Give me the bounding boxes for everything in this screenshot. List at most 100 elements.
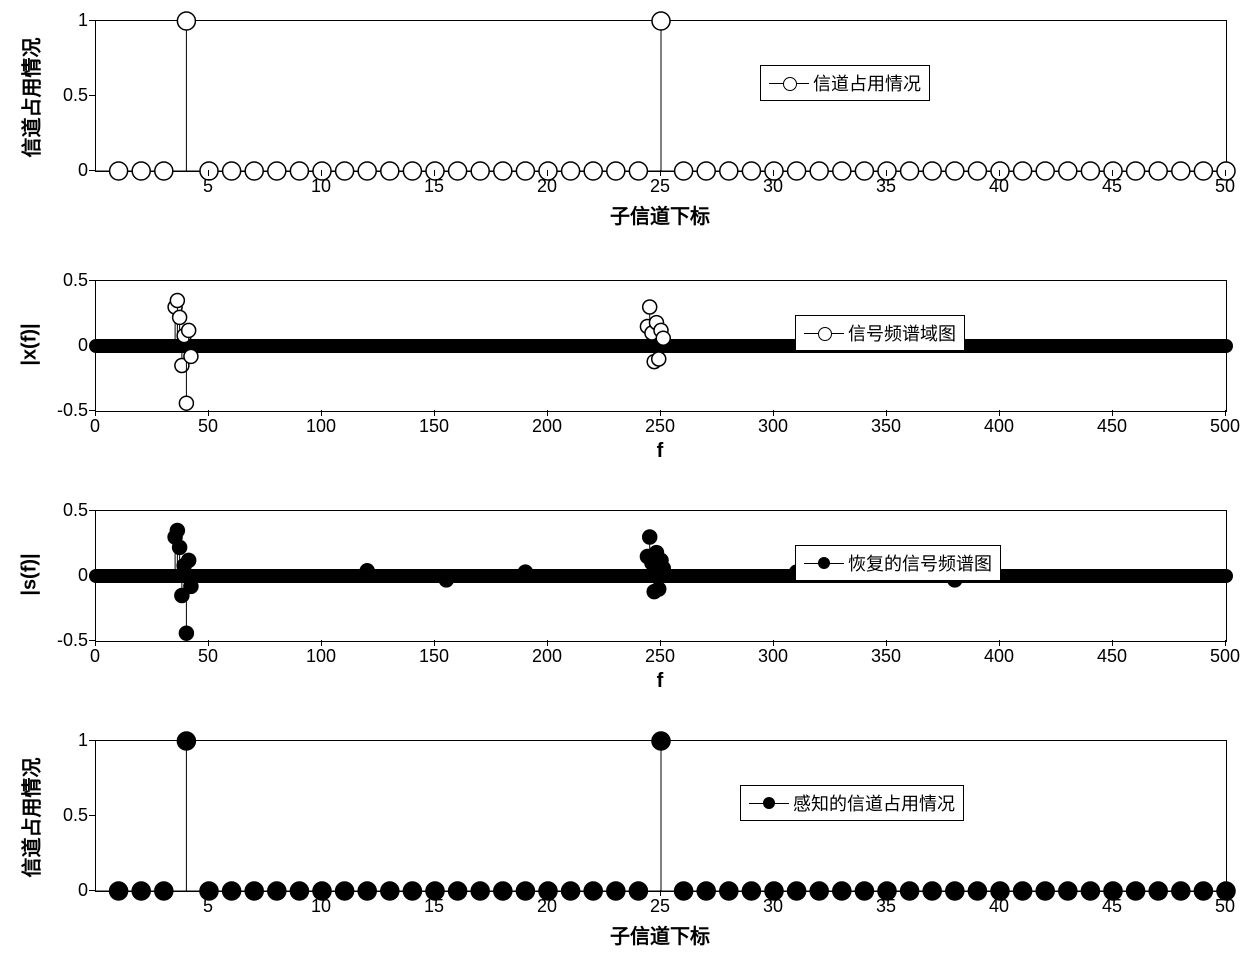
x-tick-label: 350 xyxy=(871,416,901,437)
x-axis-label: f xyxy=(600,440,720,463)
x-tick-label: 20 xyxy=(532,896,562,917)
x-tick-label: 500 xyxy=(1210,646,1240,667)
y-tick-label: 0 xyxy=(50,565,88,586)
x-axis-label: f xyxy=(600,670,720,693)
legend-line-sample xyxy=(804,563,844,564)
x-tick-label: 150 xyxy=(419,416,449,437)
x-tick-label: 40 xyxy=(984,176,1014,197)
x-tick-label: 400 xyxy=(984,416,1014,437)
legend-text: 感知的信道占用情况 xyxy=(793,790,955,816)
x-tick-label: 30 xyxy=(758,176,788,197)
x-tick-label: 100 xyxy=(306,646,336,667)
x-tick-label: 50 xyxy=(1210,176,1240,197)
legend-marker-icon xyxy=(783,77,797,91)
y-tick-label: 0.5 xyxy=(50,805,88,826)
y-tick-label: 0.5 xyxy=(50,85,88,106)
x-tick-label: 30 xyxy=(758,896,788,917)
y-tick xyxy=(89,20,95,21)
subplot-signal-spectrum: |x(f)|f050100150200250300350400450500-0.… xyxy=(0,280,1240,490)
y-tick xyxy=(89,890,95,891)
legend-line-sample xyxy=(769,83,809,84)
legend-line-sample xyxy=(749,803,789,804)
x-tick-label: 400 xyxy=(984,646,1014,667)
legend: 感知的信道占用情况 xyxy=(740,785,964,821)
plot-area xyxy=(95,20,1227,172)
plot-svg xyxy=(96,741,1226,891)
x-axis-label: 子信道下标 xyxy=(600,920,720,949)
legend-line-sample xyxy=(804,333,844,334)
y-tick xyxy=(89,640,95,641)
x-tick-label: 250 xyxy=(645,646,675,667)
x-tick-label: 350 xyxy=(871,646,901,667)
legend: 信号频谱域图 xyxy=(795,315,965,351)
y-tick-label: 0 xyxy=(50,880,88,901)
subplot-channel-occupancy: 信道占用情况子信道下标510152025303540455000.51信道占用情… xyxy=(0,20,1240,250)
y-tick-label: 0.5 xyxy=(50,500,88,521)
y-axis-label: |x(f)| xyxy=(19,245,42,445)
x-tick-label: 15 xyxy=(419,896,449,917)
plot-area xyxy=(95,280,1227,412)
legend-text: 信道占用情况 xyxy=(813,70,921,96)
x-tick-label: 5 xyxy=(193,176,223,197)
y-tick xyxy=(89,815,95,816)
y-tick xyxy=(89,345,95,346)
y-tick xyxy=(89,280,95,281)
legend-marker-icon xyxy=(818,557,830,569)
x-tick-label: 25 xyxy=(645,896,675,917)
plot-area xyxy=(95,740,1227,892)
y-tick xyxy=(89,740,95,741)
x-tick-label: 50 xyxy=(1210,896,1240,917)
x-tick-label: 45 xyxy=(1097,896,1127,917)
x-tick-label: 15 xyxy=(419,176,449,197)
y-tick xyxy=(89,575,95,576)
y-tick xyxy=(89,95,95,96)
y-axis-label: 信道占用情况 xyxy=(16,0,45,198)
y-tick xyxy=(89,510,95,511)
x-tick-label: 300 xyxy=(758,646,788,667)
x-tick-label: 25 xyxy=(645,176,675,197)
y-axis-label: 信道占用情况 xyxy=(16,718,45,918)
plot-svg xyxy=(96,281,1226,411)
x-tick-label: 5 xyxy=(193,896,223,917)
x-tick-label: 200 xyxy=(532,416,562,437)
legend-text: 信号频谱域图 xyxy=(848,320,956,346)
x-tick-label: 250 xyxy=(645,416,675,437)
y-tick xyxy=(89,410,95,411)
x-tick-label: 40 xyxy=(984,896,1014,917)
y-tick-label: 0.5 xyxy=(50,270,88,291)
plot-area xyxy=(95,510,1227,642)
plot-svg xyxy=(96,21,1226,171)
x-tick-label: 450 xyxy=(1097,416,1127,437)
y-tick-label: 1 xyxy=(50,10,88,31)
legend-marker-icon xyxy=(818,327,832,341)
legend: 恢复的信号频谱图 xyxy=(795,545,1001,581)
x-tick-label: 35 xyxy=(871,176,901,197)
x-tick-label: 10 xyxy=(306,176,336,197)
legend: 信道占用情况 xyxy=(760,65,930,101)
y-axis-label: |s(f)| xyxy=(19,475,42,675)
legend-marker-icon xyxy=(763,797,775,809)
y-tick-label: 0 xyxy=(50,160,88,181)
x-tick-label: 50 xyxy=(193,646,223,667)
y-tick-label: 0 xyxy=(50,335,88,356)
x-axis-label: 子信道下标 xyxy=(600,200,720,229)
x-tick-label: 150 xyxy=(419,646,449,667)
x-tick-label: 35 xyxy=(871,896,901,917)
y-tick xyxy=(89,170,95,171)
x-tick-label: 45 xyxy=(1097,176,1127,197)
y-tick-label: -0.5 xyxy=(50,400,88,421)
y-tick-label: -0.5 xyxy=(50,630,88,651)
x-tick-label: 50 xyxy=(193,416,223,437)
x-tick-label: 200 xyxy=(532,646,562,667)
x-tick-label: 500 xyxy=(1210,416,1240,437)
x-tick-label: 450 xyxy=(1097,646,1127,667)
x-tick-label: 100 xyxy=(306,416,336,437)
x-tick-label: 300 xyxy=(758,416,788,437)
x-tick-label: 20 xyxy=(532,176,562,197)
legend-text: 恢复的信号频谱图 xyxy=(848,550,992,576)
chart-container: 信道占用情况子信道下标510152025303540455000.51信道占用情… xyxy=(0,0,1240,968)
subplot-recovered-spectrum: |s(f)|f050100150200250300350400450500-0.… xyxy=(0,510,1240,720)
plot-svg xyxy=(96,511,1226,641)
subplot-sensed-occupancy: 信道占用情况子信道下标510152025303540455000.51感知的信道… xyxy=(0,740,1240,970)
x-tick-label: 10 xyxy=(306,896,336,917)
